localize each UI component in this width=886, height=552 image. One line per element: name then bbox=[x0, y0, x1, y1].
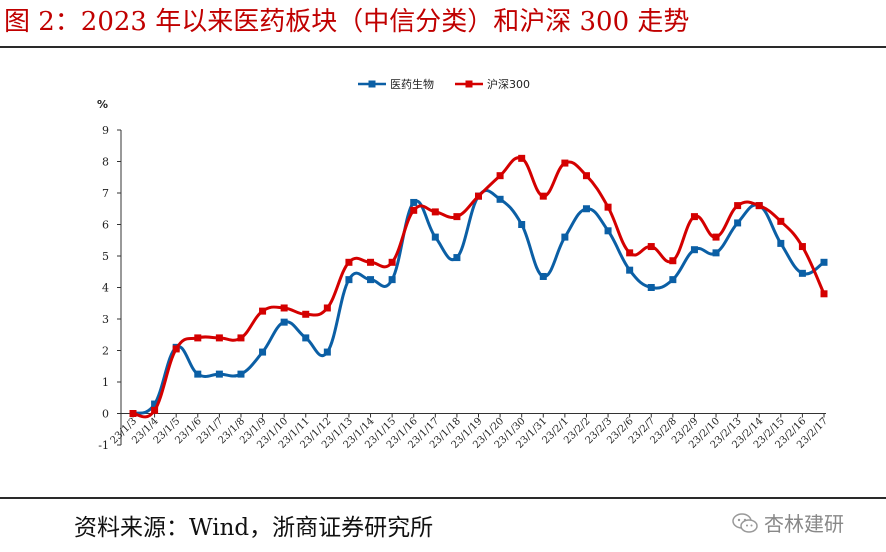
y-tick-label: 7 bbox=[102, 187, 109, 200]
series-line-pharma bbox=[131, 189, 826, 415]
data-point-pharma bbox=[561, 233, 569, 241]
data-point-hs300 bbox=[798, 243, 806, 251]
data-point-pharma bbox=[626, 266, 634, 274]
data-point-hs300 bbox=[734, 202, 742, 210]
data-point-pharma bbox=[669, 276, 677, 284]
legend-marker-pharma bbox=[368, 80, 376, 88]
data-point-pharma bbox=[215, 370, 223, 378]
watermark: 杏林建研 bbox=[732, 508, 844, 537]
figure-title: 图 2：2023 年以来医药板块（中信分类）和沪深 300 走势 bbox=[4, 7, 690, 37]
data-point-hs300 bbox=[626, 249, 634, 257]
data-point-pharma bbox=[820, 258, 828, 266]
data-point-hs300 bbox=[539, 192, 547, 200]
data-point-pharma bbox=[280, 318, 288, 326]
data-point-pharma bbox=[518, 221, 526, 228]
chart-axes: -1012345678923/1/323/1/423/1/523/1/623/1… bbox=[98, 124, 830, 452]
data-point-hs300 bbox=[669, 257, 677, 265]
data-point-hs300 bbox=[367, 258, 375, 266]
y-axis-unit-label: % bbox=[97, 98, 108, 111]
data-point-hs300 bbox=[475, 192, 482, 200]
data-point-hs300 bbox=[129, 410, 137, 417]
data-point-pharma bbox=[151, 400, 159, 408]
source-note: 资料来源：Wind，浙商证券研究所 bbox=[74, 515, 434, 541]
data-point-hs300 bbox=[561, 159, 569, 167]
data-point-hs300 bbox=[194, 334, 202, 342]
data-point-hs300 bbox=[582, 172, 590, 180]
y-tick-label: 1 bbox=[102, 376, 109, 389]
y-tick-label: 3 bbox=[102, 313, 109, 326]
legend-label-hs300: 沪深300 bbox=[487, 77, 530, 91]
title-divider bbox=[0, 46, 886, 48]
data-point-pharma bbox=[367, 276, 375, 284]
data-point-pharma bbox=[582, 205, 590, 213]
data-point-hs300 bbox=[410, 206, 418, 214]
data-point-pharma bbox=[388, 276, 396, 284]
data-point-pharma bbox=[690, 246, 698, 254]
data-point-pharma bbox=[777, 239, 785, 247]
data-point-hs300 bbox=[518, 154, 526, 162]
data-point-hs300 bbox=[280, 304, 288, 312]
data-point-pharma bbox=[194, 370, 202, 378]
data-point-hs300 bbox=[323, 304, 331, 312]
chart-legend: 医药生物 沪深300 bbox=[358, 77, 530, 91]
data-point-hs300 bbox=[604, 203, 612, 211]
data-point-hs300 bbox=[215, 334, 223, 342]
data-point-pharma bbox=[496, 195, 504, 203]
data-point-hs300 bbox=[345, 258, 353, 266]
data-point-hs300 bbox=[690, 213, 698, 221]
data-point-hs300 bbox=[755, 202, 763, 210]
data-point-hs300 bbox=[712, 233, 720, 241]
y-tick-label: 2 bbox=[102, 345, 109, 358]
chart-series bbox=[129, 154, 828, 419]
data-point-pharma bbox=[323, 348, 331, 356]
data-point-hs300 bbox=[431, 208, 439, 216]
data-point-pharma bbox=[410, 198, 418, 206]
y-tick-label: -1 bbox=[98, 439, 109, 452]
legend-label-pharma: 医药生物 bbox=[390, 77, 434, 91]
y-tick-label: 8 bbox=[102, 156, 109, 169]
data-point-hs300 bbox=[302, 310, 310, 318]
wechat-icon bbox=[732, 512, 758, 533]
data-point-pharma bbox=[712, 249, 720, 257]
data-point-pharma bbox=[259, 348, 267, 356]
y-tick-label: 0 bbox=[102, 408, 109, 421]
data-point-pharma bbox=[604, 227, 612, 235]
data-point-pharma bbox=[734, 219, 742, 227]
data-point-pharma bbox=[431, 233, 439, 241]
source-divider bbox=[0, 497, 886, 499]
data-point-pharma bbox=[453, 254, 461, 262]
y-tick-label: 5 bbox=[102, 250, 109, 263]
y-tick-label: 4 bbox=[102, 282, 109, 295]
data-point-hs300 bbox=[453, 213, 461, 221]
line-chart: 医药生物 沪深300 % -1012345678923/1/323/1/423/… bbox=[97, 77, 830, 452]
y-tick-label: 6 bbox=[102, 219, 109, 232]
data-point-hs300 bbox=[496, 172, 504, 180]
y-tick-label: 9 bbox=[102, 124, 109, 137]
data-point-pharma bbox=[237, 370, 245, 378]
data-point-hs300 bbox=[237, 334, 245, 342]
data-point-hs300 bbox=[172, 345, 180, 353]
data-point-hs300 bbox=[777, 217, 785, 225]
data-point-pharma bbox=[539, 272, 547, 280]
data-point-pharma bbox=[647, 284, 655, 291]
data-point-pharma bbox=[345, 276, 353, 284]
data-point-hs300 bbox=[647, 243, 655, 251]
watermark-text: 杏林建研 bbox=[764, 512, 844, 536]
data-point-hs300 bbox=[259, 307, 267, 315]
legend-marker-hs300 bbox=[465, 80, 473, 88]
data-point-pharma bbox=[798, 269, 806, 277]
data-point-hs300 bbox=[820, 290, 828, 298]
data-point-hs300 bbox=[388, 258, 396, 266]
data-point-pharma bbox=[302, 334, 310, 342]
data-point-hs300 bbox=[151, 406, 159, 414]
